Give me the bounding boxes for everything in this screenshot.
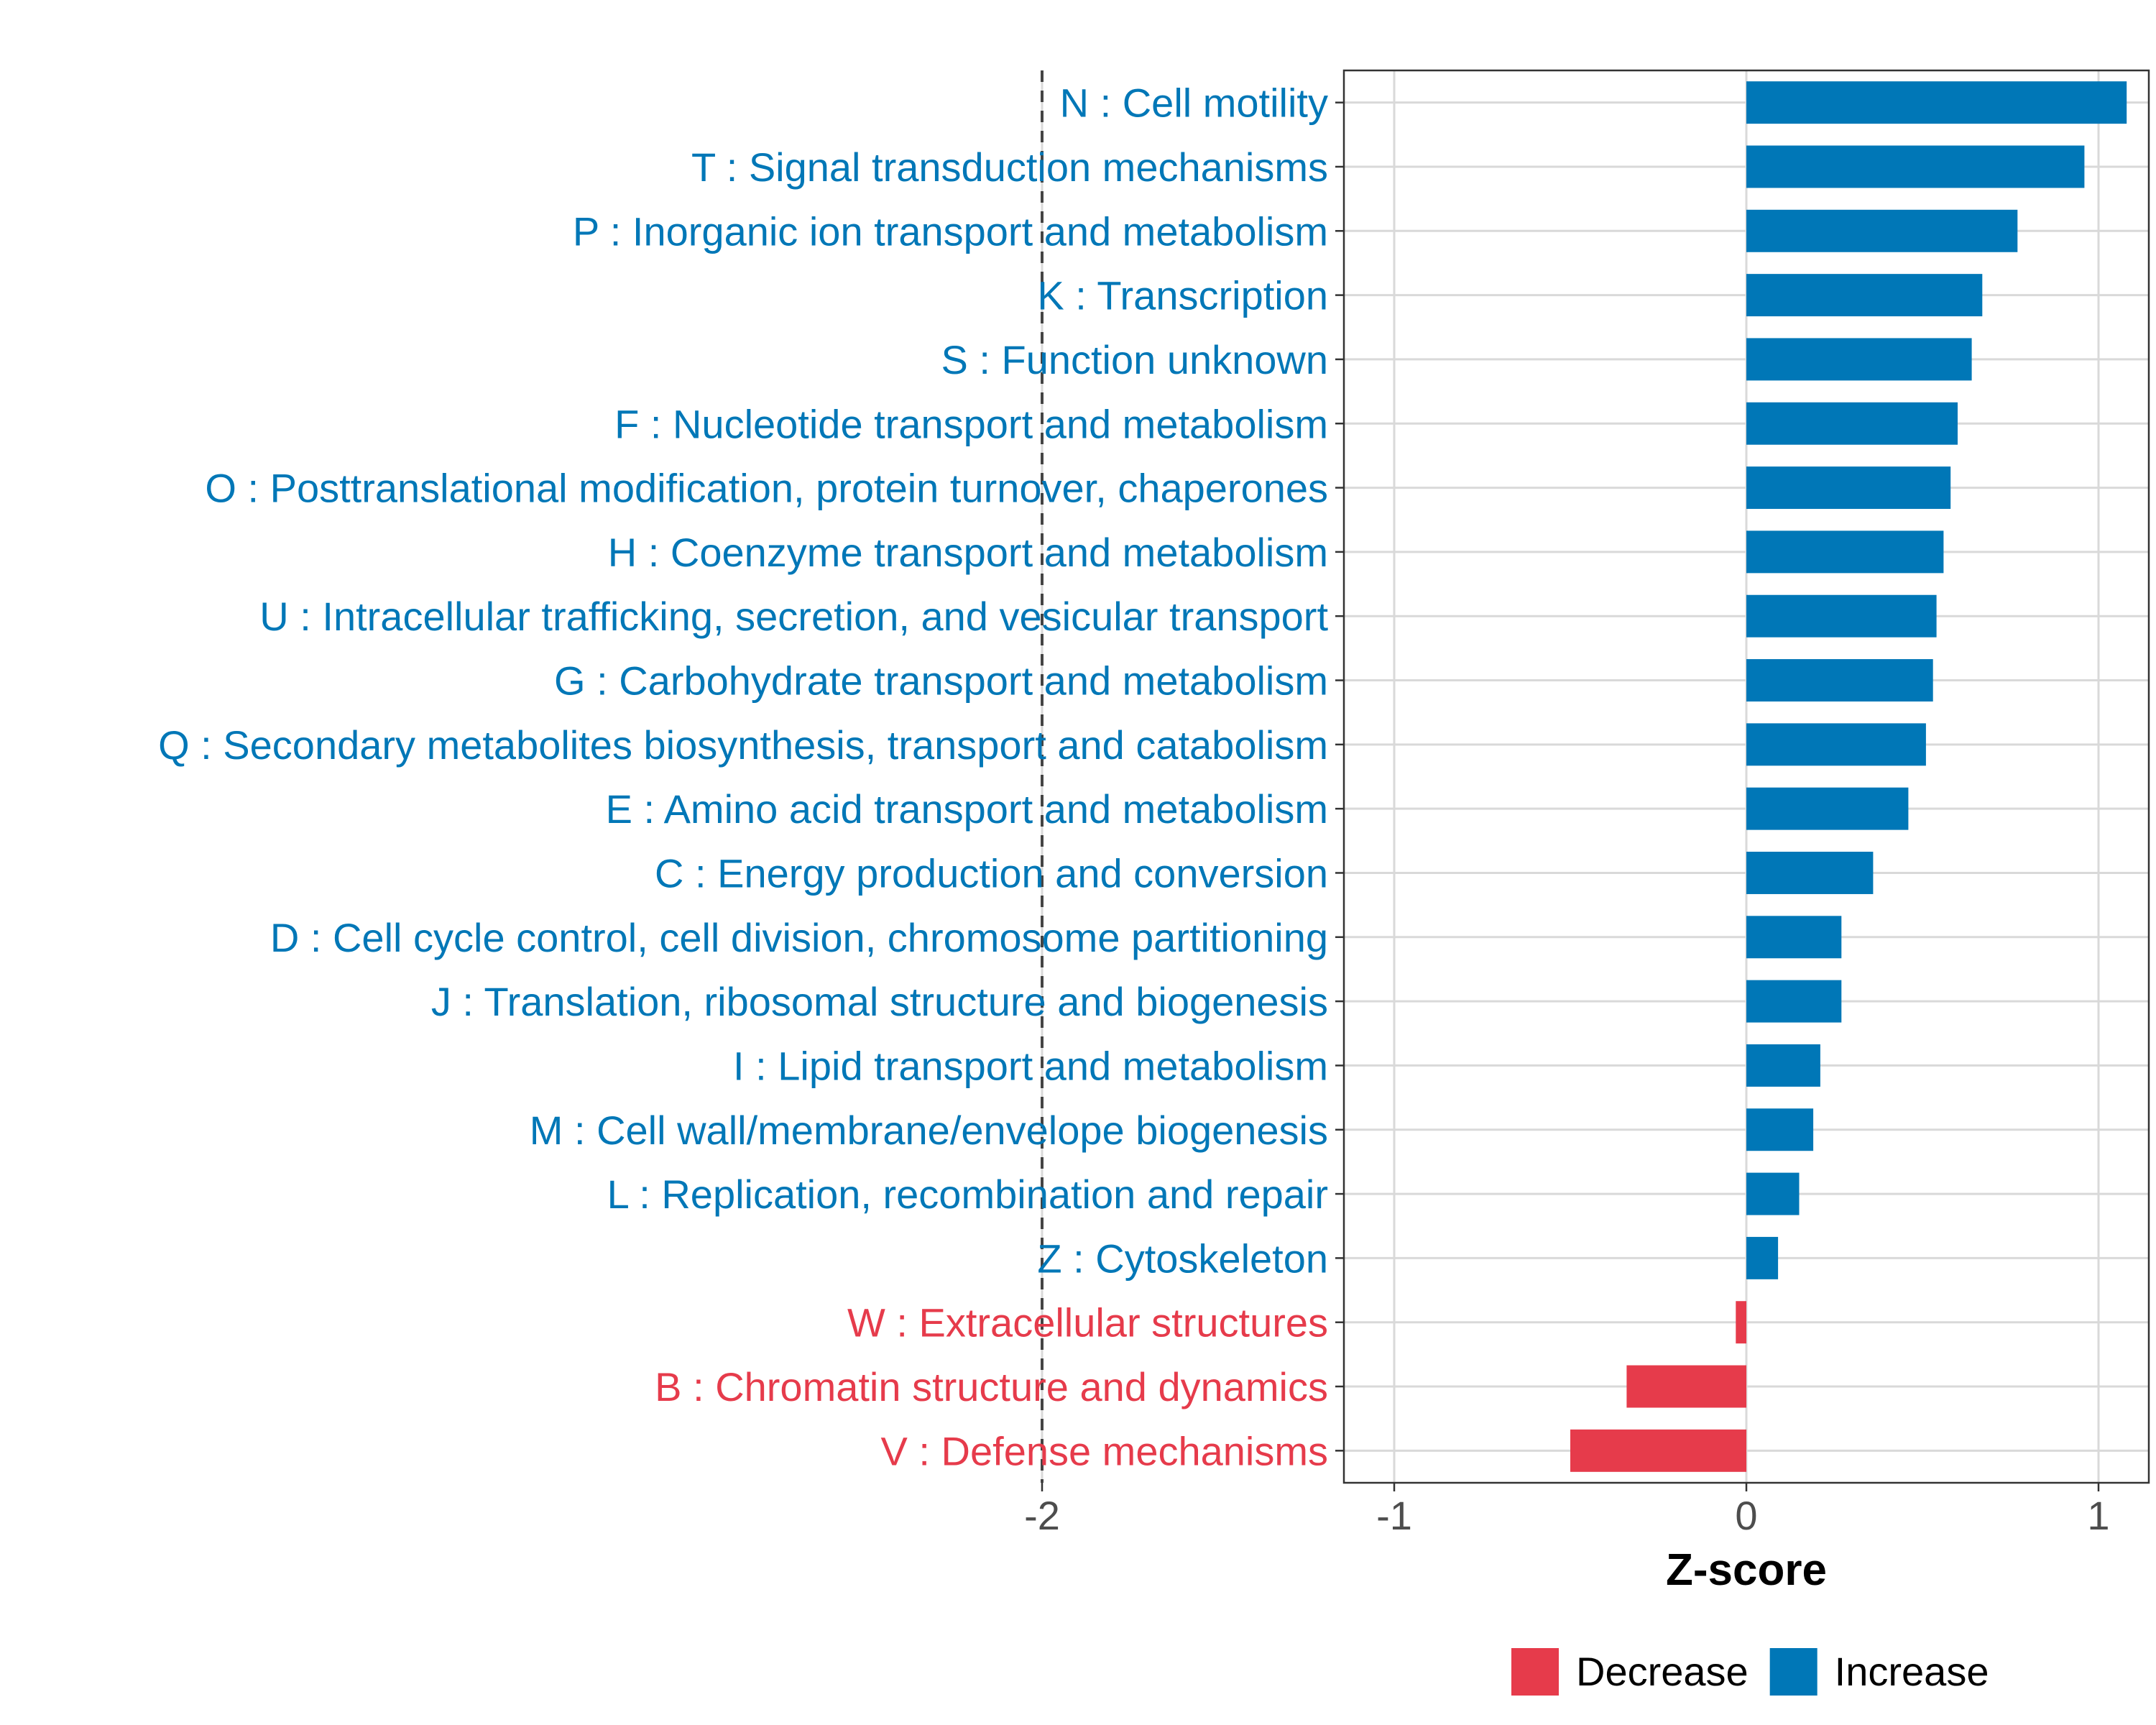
y-tick-label: B : Chromatin structure and dynamics (655, 1364, 1328, 1409)
bar (1746, 338, 1972, 381)
x-axis-labels: -2-1012 (1024, 1493, 2109, 1538)
y-tick-label: U : Intracellular trafficking, secretion… (259, 594, 1328, 639)
bars (1570, 81, 2127, 1472)
y-tick-label: C : Energy production and conversion (655, 850, 1328, 896)
bar (1746, 659, 1933, 702)
bar (1746, 916, 1842, 959)
bar (1746, 274, 1983, 317)
y-tick-label: H : Coenzyme transport and metabolism (608, 530, 1328, 575)
legend: Decrease Increase (1511, 1648, 1989, 1696)
x-tick-label: -2 (1024, 1493, 1060, 1538)
y-tick-label: O : Posttranslational modification, prot… (205, 466, 1328, 511)
y-tick-label: L : Replication, recombination and repai… (607, 1172, 1328, 1217)
bar (1746, 402, 1958, 445)
legend-swatch (1511, 1648, 1559, 1696)
bar (1746, 1044, 1820, 1087)
bar (1746, 852, 1874, 894)
y-tick-label: V : Defense mechanisms (881, 1428, 1328, 1473)
bar (1746, 980, 1842, 1023)
y-tick-label: K : Transcription (1037, 273, 1328, 318)
x-tick-label: -1 (1376, 1493, 1412, 1538)
y-tick-label: W : Extracellular structures (847, 1300, 1328, 1346)
y-tick-label: P : Inorganic ion transport and metaboli… (573, 208, 1328, 254)
x-axis-ticks (1041, 1483, 2100, 1491)
legend-label: Increase (1835, 1649, 1989, 1694)
bar (1746, 530, 1944, 574)
bar (1746, 1108, 1814, 1151)
y-tick-label: M : Cell wall/membrane/envelope biogenes… (530, 1108, 1328, 1153)
y-tick-label: T : Signal transduction mechanisms (691, 144, 1328, 190)
y-tick-label: S : Function unknown (941, 337, 1328, 382)
y-axis-ticks (1335, 101, 1344, 1452)
x-tick-label: 0 (1735, 1493, 1757, 1538)
bar (1746, 81, 2127, 124)
y-tick-label: D : Cell cycle control, cell division, c… (270, 915, 1328, 960)
x-tick-label: 1 (2087, 1493, 2109, 1538)
bar (1736, 1301, 1746, 1344)
y-tick-label: J : Translation, ribosomal structure and… (431, 979, 1328, 1024)
bar (1746, 1172, 1800, 1215)
y-tick-label: Q : Secondary metabolites biosynthesis, … (158, 722, 1328, 768)
bar (1746, 787, 1909, 830)
y-tick-label: N : Cell motility (1060, 80, 1328, 126)
bar (1746, 723, 1926, 766)
y-tick-label: G : Carbohydrate transport and metabolis… (554, 658, 1328, 704)
bar (1746, 209, 2018, 252)
reference-lines (1041, 70, 1044, 1483)
y-tick-label: I : Lipid transport and metabolism (733, 1043, 1328, 1088)
x-axis-title: Z-score (1666, 1545, 1827, 1595)
legend-label: Decrease (1576, 1649, 1749, 1694)
y-tick-label: E : Amino acid transport and metabolism (606, 786, 1328, 832)
y-tick-label: F : Nucleotide transport and metabolism (614, 401, 1328, 446)
bar (1746, 466, 1951, 510)
bar (1746, 1236, 1779, 1279)
bar (1626, 1365, 1746, 1408)
bar (1746, 145, 2085, 188)
y-tick-label: Z : Cytoskeleton (1037, 1236, 1328, 1281)
bar (1570, 1429, 1746, 1472)
bar (1746, 594, 1937, 638)
y-axis-labels: N : Cell motility T : Signal transduction… (158, 80, 1328, 1474)
legend-swatch (1769, 1648, 1818, 1696)
